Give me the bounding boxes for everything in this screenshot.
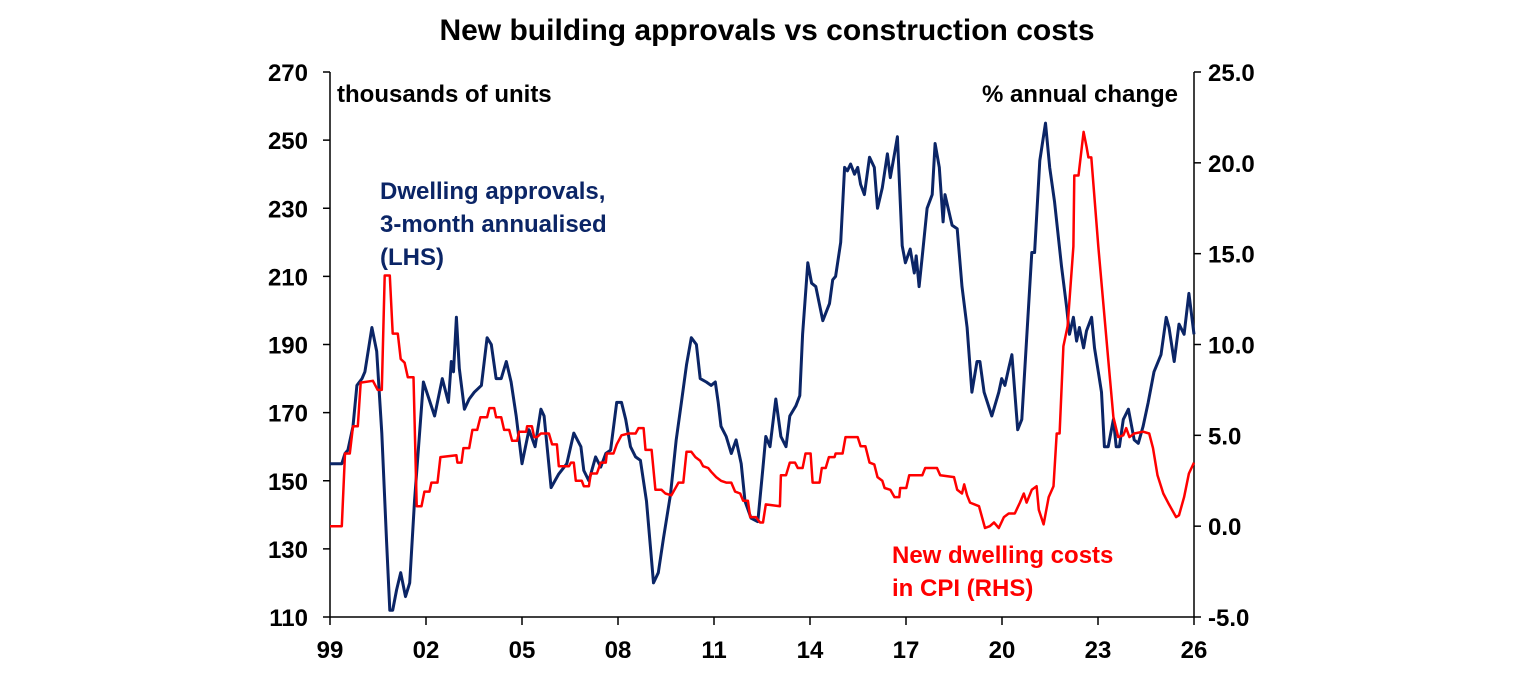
costs-line: [330, 130, 1196, 530]
costs-series-label: in CPI (RHS): [892, 575, 1033, 602]
right-tick-label: 25.0: [1208, 60, 1255, 87]
x-tick-label: 26: [1181, 637, 1208, 664]
x-tick-label: 11: [701, 637, 726, 664]
left-tick-label: 270: [268, 60, 308, 87]
right-tick-label: 20.0: [1208, 151, 1255, 178]
x-tick-label: 20: [989, 637, 1016, 664]
chart-title: New building approvals vs construction c…: [439, 14, 1094, 47]
left-tick-label: 150: [268, 469, 308, 496]
left-tick-label: 250: [268, 128, 308, 155]
approvals-series-label: Dwelling approvals,: [380, 178, 605, 205]
x-tick-label: 08: [605, 637, 632, 664]
axes: 27025023021019017015013011025.020.015.01…: [268, 60, 1255, 664]
left-tick-label: 130: [268, 537, 308, 564]
left-tick-label: 230: [268, 196, 308, 223]
x-tick-label: 17: [893, 637, 920, 664]
approvals-series-label: (LHS): [380, 244, 444, 271]
series-labels: Dwelling approvals, 3-month annualised (LH…: [380, 178, 1113, 602]
left-tick-label: 110: [269, 605, 308, 632]
x-tick-label: 23: [1085, 637, 1112, 664]
left-tick-label: 210: [268, 264, 308, 291]
series-lines: [330, 121, 1196, 612]
x-tick-label: 99: [317, 637, 344, 664]
x-tick-label: 05: [509, 637, 536, 664]
right-tick-label: 5.0: [1208, 423, 1241, 450]
right-tick-label: 10.0: [1208, 333, 1255, 360]
right-tick-label: 0.0: [1208, 514, 1241, 541]
x-tick-label: 02: [413, 637, 440, 664]
approvals-series-label: 3-month annualised: [380, 211, 607, 238]
left-tick-label: 190: [268, 333, 308, 360]
left-axis-label: thousands of units: [337, 81, 552, 108]
right-tick-label: 15.0: [1208, 242, 1255, 269]
right-axis-label: % annual change: [982, 81, 1178, 108]
left-tick-label: 170: [268, 401, 308, 428]
x-tick-label: 14: [797, 637, 824, 664]
costs-series-label: New dwelling costs: [892, 542, 1113, 569]
approvals-line: [330, 121, 1196, 612]
right-tick-label: -5.0: [1208, 605, 1249, 632]
